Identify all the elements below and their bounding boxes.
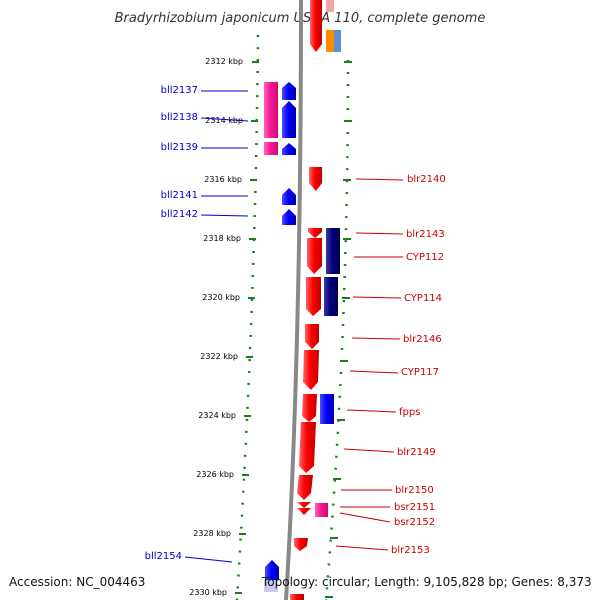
- kbp-label: 2320 kbp: [202, 293, 240, 302]
- kbp-label: 2312 kbp: [205, 57, 243, 66]
- gene-labels-forward: blr2140 blr2143 CYP112 CYP114 blr2146 CY…: [391, 174, 446, 556]
- gene-labels-reverse: bll2137 bll2138 bll2139 bll2141 bll2142 …: [145, 85, 198, 562]
- gene-blr2149: [299, 422, 316, 473]
- gene-label-bll2142[interactable]: bll2142: [161, 209, 198, 220]
- kbp-label: 2328 kbp: [193, 529, 231, 538]
- gene-label-fpps[interactable]: fpps: [399, 407, 420, 418]
- gene-label-bsr2151[interactable]: bsr2151: [394, 502, 435, 513]
- gene-bll2139-magenta: [264, 142, 278, 155]
- gene-label-bll2137[interactable]: bll2137: [161, 85, 198, 96]
- gene-blr2143: [308, 228, 322, 238]
- gene-bottom-pale: [264, 580, 278, 592]
- kbp-label: 2324 kbp: [198, 411, 236, 420]
- gene-label-blr2149[interactable]: blr2149: [397, 447, 436, 458]
- gene-label-blr2153[interactable]: blr2153: [391, 545, 430, 556]
- gene-bll2137: [282, 82, 296, 100]
- gene-bll2141: [282, 188, 296, 205]
- gene-label-bsr2152[interactable]: bsr2152: [394, 517, 435, 528]
- kbp-label: 2330 kbp: [189, 588, 227, 597]
- gene-bll2137-magenta: [264, 82, 278, 138]
- topology-text: Topology: circular; Length: 9,105,828 bp…: [262, 575, 592, 589]
- gene-fpps: [302, 394, 317, 422]
- gene-label-CYP114[interactable]: CYP114: [404, 293, 442, 304]
- gene-label-bll2141[interactable]: bll2141: [161, 190, 198, 201]
- gene-bottom-partial: [290, 594, 304, 600]
- kbp-label: 2316 kbp: [204, 175, 242, 184]
- gene-blr2146: [305, 324, 319, 349]
- gene-label-blr2150[interactable]: blr2150: [395, 485, 434, 496]
- kbp-label: 2322 kbp: [200, 352, 238, 361]
- gene-shapes-reverse[interactable]: [264, 82, 296, 580]
- gene-CYP112: [307, 238, 322, 274]
- gene-label-bll2154[interactable]: bll2154: [145, 551, 182, 562]
- gene-label-blr2143[interactable]: blr2143: [406, 229, 445, 240]
- genome-backbone: [284, 0, 303, 600]
- inner-kbp-ticks: [235, 61, 259, 594]
- gene-label-blr2140[interactable]: blr2140: [407, 174, 446, 185]
- gene-bsr2152: [297, 508, 311, 515]
- gene-blr2143-navy: [326, 228, 340, 274]
- gene-CYP117: [303, 350, 319, 390]
- gene-label-CYP112[interactable]: CYP112: [406, 252, 444, 263]
- gene-bll2139: [282, 143, 296, 155]
- gene-fpps-blue: [320, 394, 334, 424]
- gene-CYP114-navy: [324, 277, 338, 316]
- gene-bsr2152-magenta: [315, 503, 328, 517]
- top-partial-features[interactable]: [310, 0, 341, 52]
- accession-text: Accession: NC_004463: [9, 575, 146, 589]
- gene-blr2140: [309, 167, 322, 191]
- leader-lines-forward: [335, 178, 404, 551]
- gene-bll2142: [282, 209, 296, 225]
- gene-blr2153: [294, 538, 308, 551]
- gene-label-blr2146[interactable]: blr2146: [403, 334, 442, 345]
- gene-blr2150: [297, 475, 313, 500]
- gene-shapes-forward[interactable]: [264, 167, 340, 600]
- leader-lines-reverse: [184, 90, 249, 563]
- kbp-label: 2314 kbp: [205, 116, 243, 125]
- gene-bsr2151: [297, 502, 311, 508]
- kbp-label: 2326 kbp: [196, 470, 234, 479]
- gene-label-bll2139[interactable]: bll2139: [161, 142, 198, 153]
- gene-bll2154: [265, 560, 279, 580]
- gene-label-CYP117[interactable]: CYP117: [401, 367, 439, 378]
- gene-label-bll2138[interactable]: bll2138: [161, 112, 198, 123]
- gene-CYP114: [306, 277, 321, 316]
- kbp-label: 2318 kbp: [203, 234, 241, 243]
- outer-tick-arc: [324, 59, 350, 600]
- outer-kbp-ticks: [325, 61, 352, 598]
- gene-bll2138: [282, 101, 296, 138]
